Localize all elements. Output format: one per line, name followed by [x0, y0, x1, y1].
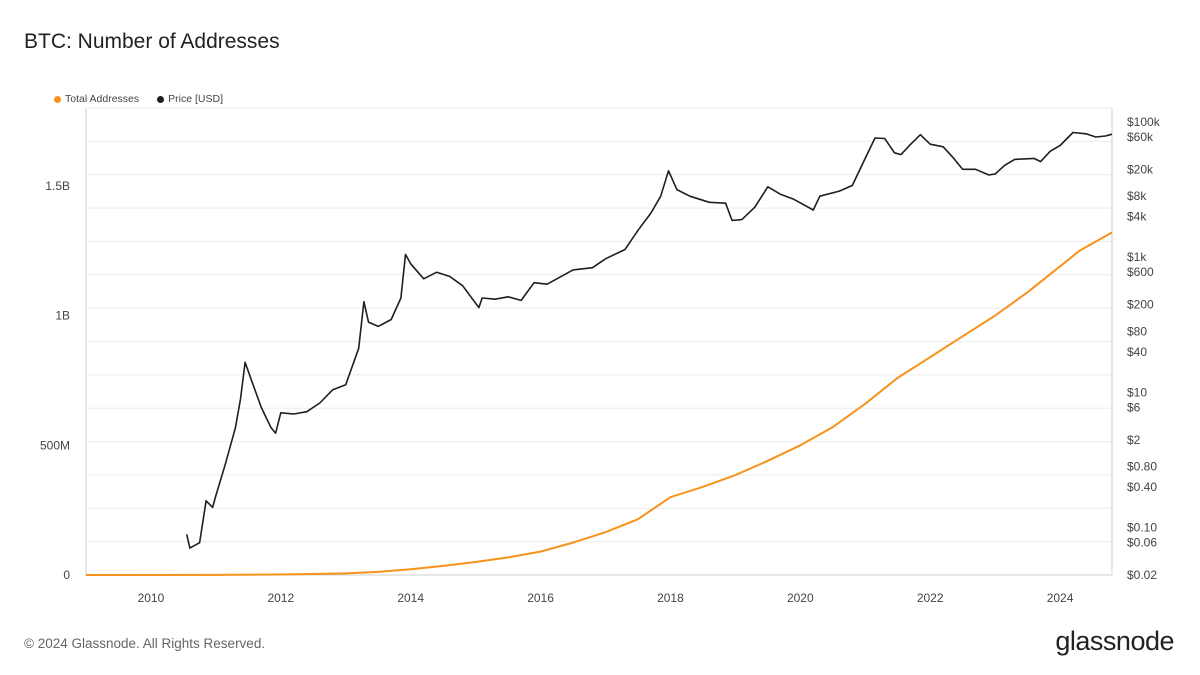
y-left-tick-label: 0: [63, 568, 70, 582]
x-tick-label: 2024: [1047, 591, 1074, 605]
copyright-text: © 2024 Glassnode. All Rights Reserved.: [24, 636, 266, 651]
chart-legend: Total Addresses Price [USD]: [54, 93, 223, 105]
x-tick-label: 2014: [397, 591, 424, 605]
series-line-price: [185, 131, 1113, 549]
x-tick-label: 2010: [138, 591, 165, 605]
y-right-tick-label: $20k: [1127, 162, 1154, 176]
x-tick-label: 2022: [917, 591, 944, 605]
y-right-tick-label: $0.10: [1127, 521, 1157, 535]
legend-dot-price: [157, 95, 165, 103]
x-tick-label: 2020: [787, 591, 814, 605]
y-right-tick-label: $0.80: [1127, 460, 1157, 474]
y-right-tick-label: $200: [1127, 298, 1154, 312]
legend-item-price[interactable]: Price [USD]: [157, 93, 223, 105]
y-right-tick-label: $40: [1127, 345, 1147, 359]
y-right-tick-label: $100k: [1127, 115, 1161, 129]
y-right-tick-label: $1k: [1127, 250, 1147, 264]
y-right-tick-label: $600: [1127, 265, 1154, 279]
brand-logo: glassnode: [1055, 626, 1174, 656]
legend-dot-addresses: [54, 95, 61, 103]
y-right-tick-label: $80: [1127, 324, 1147, 338]
y-right-tick-label: $2: [1127, 433, 1141, 447]
y-left-tick-label: 1.5B: [45, 179, 70, 193]
y-right-tick-label: $0.40: [1127, 480, 1157, 494]
y-right-tick-label: $4k: [1127, 210, 1147, 224]
y-right-tick-label: $0.06: [1127, 536, 1157, 550]
x-tick-label: 2018: [657, 591, 684, 605]
y-right-tick-label: $0.02: [1127, 568, 1157, 582]
y-right-tick-label: $10: [1127, 385, 1147, 399]
legend-label-addresses: Total Addresses: [65, 93, 140, 105]
series-line-total-addresses: [85, 231, 1113, 576]
legend-label-price: Price [USD]: [168, 93, 223, 105]
y-right-tick-label: $6: [1127, 400, 1141, 414]
y-right-tick-label: $8k: [1127, 189, 1147, 203]
y-right-tick-label: $60k: [1127, 130, 1154, 144]
legend-item-total-addresses[interactable]: Total Addresses: [54, 93, 139, 105]
x-tick-label: 2016: [527, 591, 554, 605]
x-tick-label: 2012: [267, 591, 294, 605]
y-left-tick-label: 1B: [55, 309, 70, 323]
y-left-tick-label: 500M: [40, 438, 70, 452]
chart-title: BTC: Number of Addresses: [24, 30, 280, 53]
